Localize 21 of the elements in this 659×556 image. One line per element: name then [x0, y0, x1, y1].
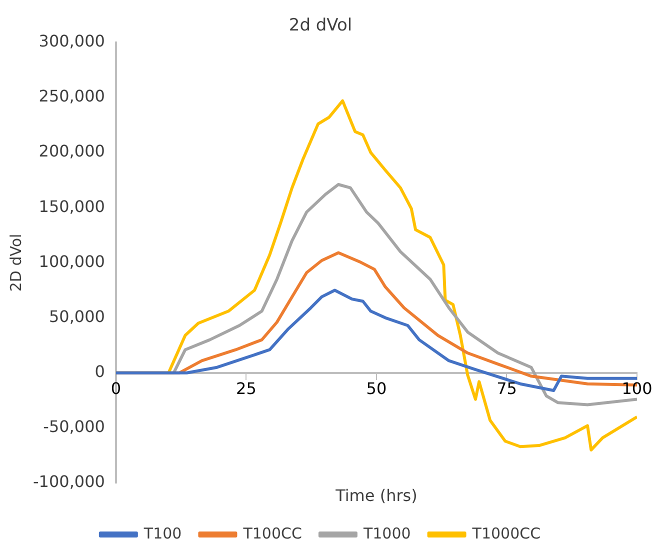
x-tick-label: 0 [110, 379, 122, 398]
legend-label: T100CC [242, 524, 302, 542]
x-tick-label: 75 [496, 379, 517, 398]
x-tick-label: 50 [366, 379, 387, 398]
legend-label: T100 [142, 524, 182, 542]
y-tick-label: 50,000 [48, 306, 105, 326]
y-axis-title: 2D dVol [6, 234, 25, 292]
x-tick-label: 100 [622, 379, 652, 398]
legend-label: T1000CC [471, 524, 541, 542]
x-tick-label: 25 [236, 379, 256, 398]
chart-title: 2d dVol [288, 16, 352, 36]
y-tick-label: 0 [94, 362, 105, 382]
y-tick-label: -100,000 [33, 472, 105, 492]
y-tick-label: -50,000 [43, 417, 105, 436]
x-axis-title: Time (hrs) [334, 486, 418, 506]
y-tick-label: 250,000 [38, 86, 105, 106]
y-tick-label: 200,000 [38, 142, 105, 161]
y-tick-label: 100,000 [38, 252, 105, 271]
y-tick-label: 150,000 [38, 196, 105, 216]
legend-label: T1000 [362, 524, 411, 542]
y-tick-label: 300,000 [38, 32, 105, 51]
